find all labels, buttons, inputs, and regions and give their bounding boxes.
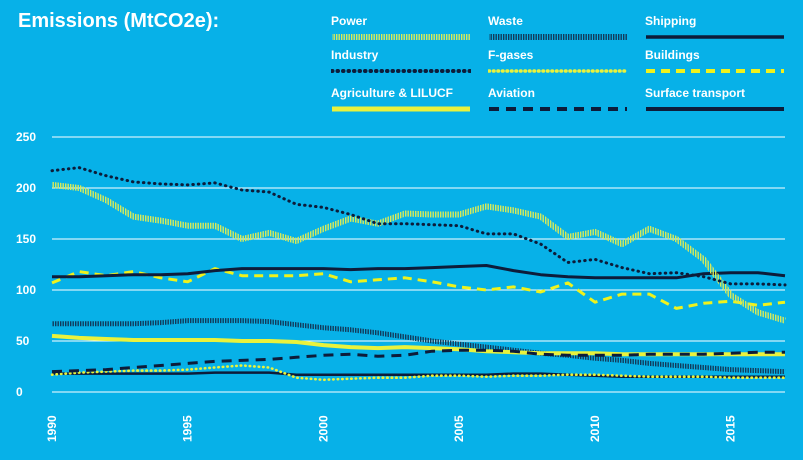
y-tick-label: 250 [16,130,36,144]
legend-item-surface: Surface transport [645,86,785,111]
y-tick-label: 200 [16,181,36,195]
legend-item-agriculture: Agriculture & LILUCF [331,86,471,112]
x-tick-label: 2010 [588,415,602,442]
series-line-power [51,181,786,324]
series-line-fgases [50,364,787,382]
legend-swatch-power [332,34,470,40]
x-tick-label: 2005 [452,415,466,442]
legend-label: Waste [488,14,523,28]
legend-label: Aviation [488,86,535,100]
legend-label: Agriculture & LILUCF [331,86,453,100]
legend-swatch-agriculture [332,106,470,112]
series-line-aviation [51,348,785,374]
x-tick-label: 1995 [181,415,195,442]
legend-label: Power [331,14,368,28]
legend-item-buildings: Buildings [645,48,785,73]
legend-item-shipping: Shipping [645,14,785,39]
y-tick-label: 150 [16,232,36,246]
legend-swatch-aviation [489,107,627,111]
chart-title: Emissions (MtCO2e): [18,10,220,32]
legend-label: F-gases [488,48,534,62]
legend-swatch-waste [489,34,627,40]
legend-swatch-shipping [646,35,784,39]
x-tick-label: 2000 [316,415,330,442]
legend-swatch-surface [646,107,784,111]
y-tick-label: 100 [16,283,36,297]
legend-label: Shipping [645,14,697,28]
legend-label: Buildings [645,48,700,62]
series-line-waste [52,318,786,375]
series-line-surface [52,264,786,280]
y-tick-label: 0 [16,385,23,399]
legend-swatch-fgases [488,69,628,73]
y-tick-label: 50 [16,334,30,348]
legend-item-fgases: F-gases [488,48,628,73]
x-tick-label: 1990 [45,415,59,442]
legend-swatch-buildings [646,69,784,73]
legend-item-aviation: Aviation [488,86,628,111]
legend-swatch-industry [331,69,471,73]
legend-item-waste: Waste [488,14,628,40]
x-tick-label: 2015 [724,415,738,442]
legend-item-power: Power [331,14,471,40]
series-line-industry [50,166,787,287]
legend-item-industry: Industry [331,48,471,73]
series-line-buildings [51,267,786,310]
legend-label: Industry [331,48,379,62]
legend-label: Surface transport [645,86,746,100]
